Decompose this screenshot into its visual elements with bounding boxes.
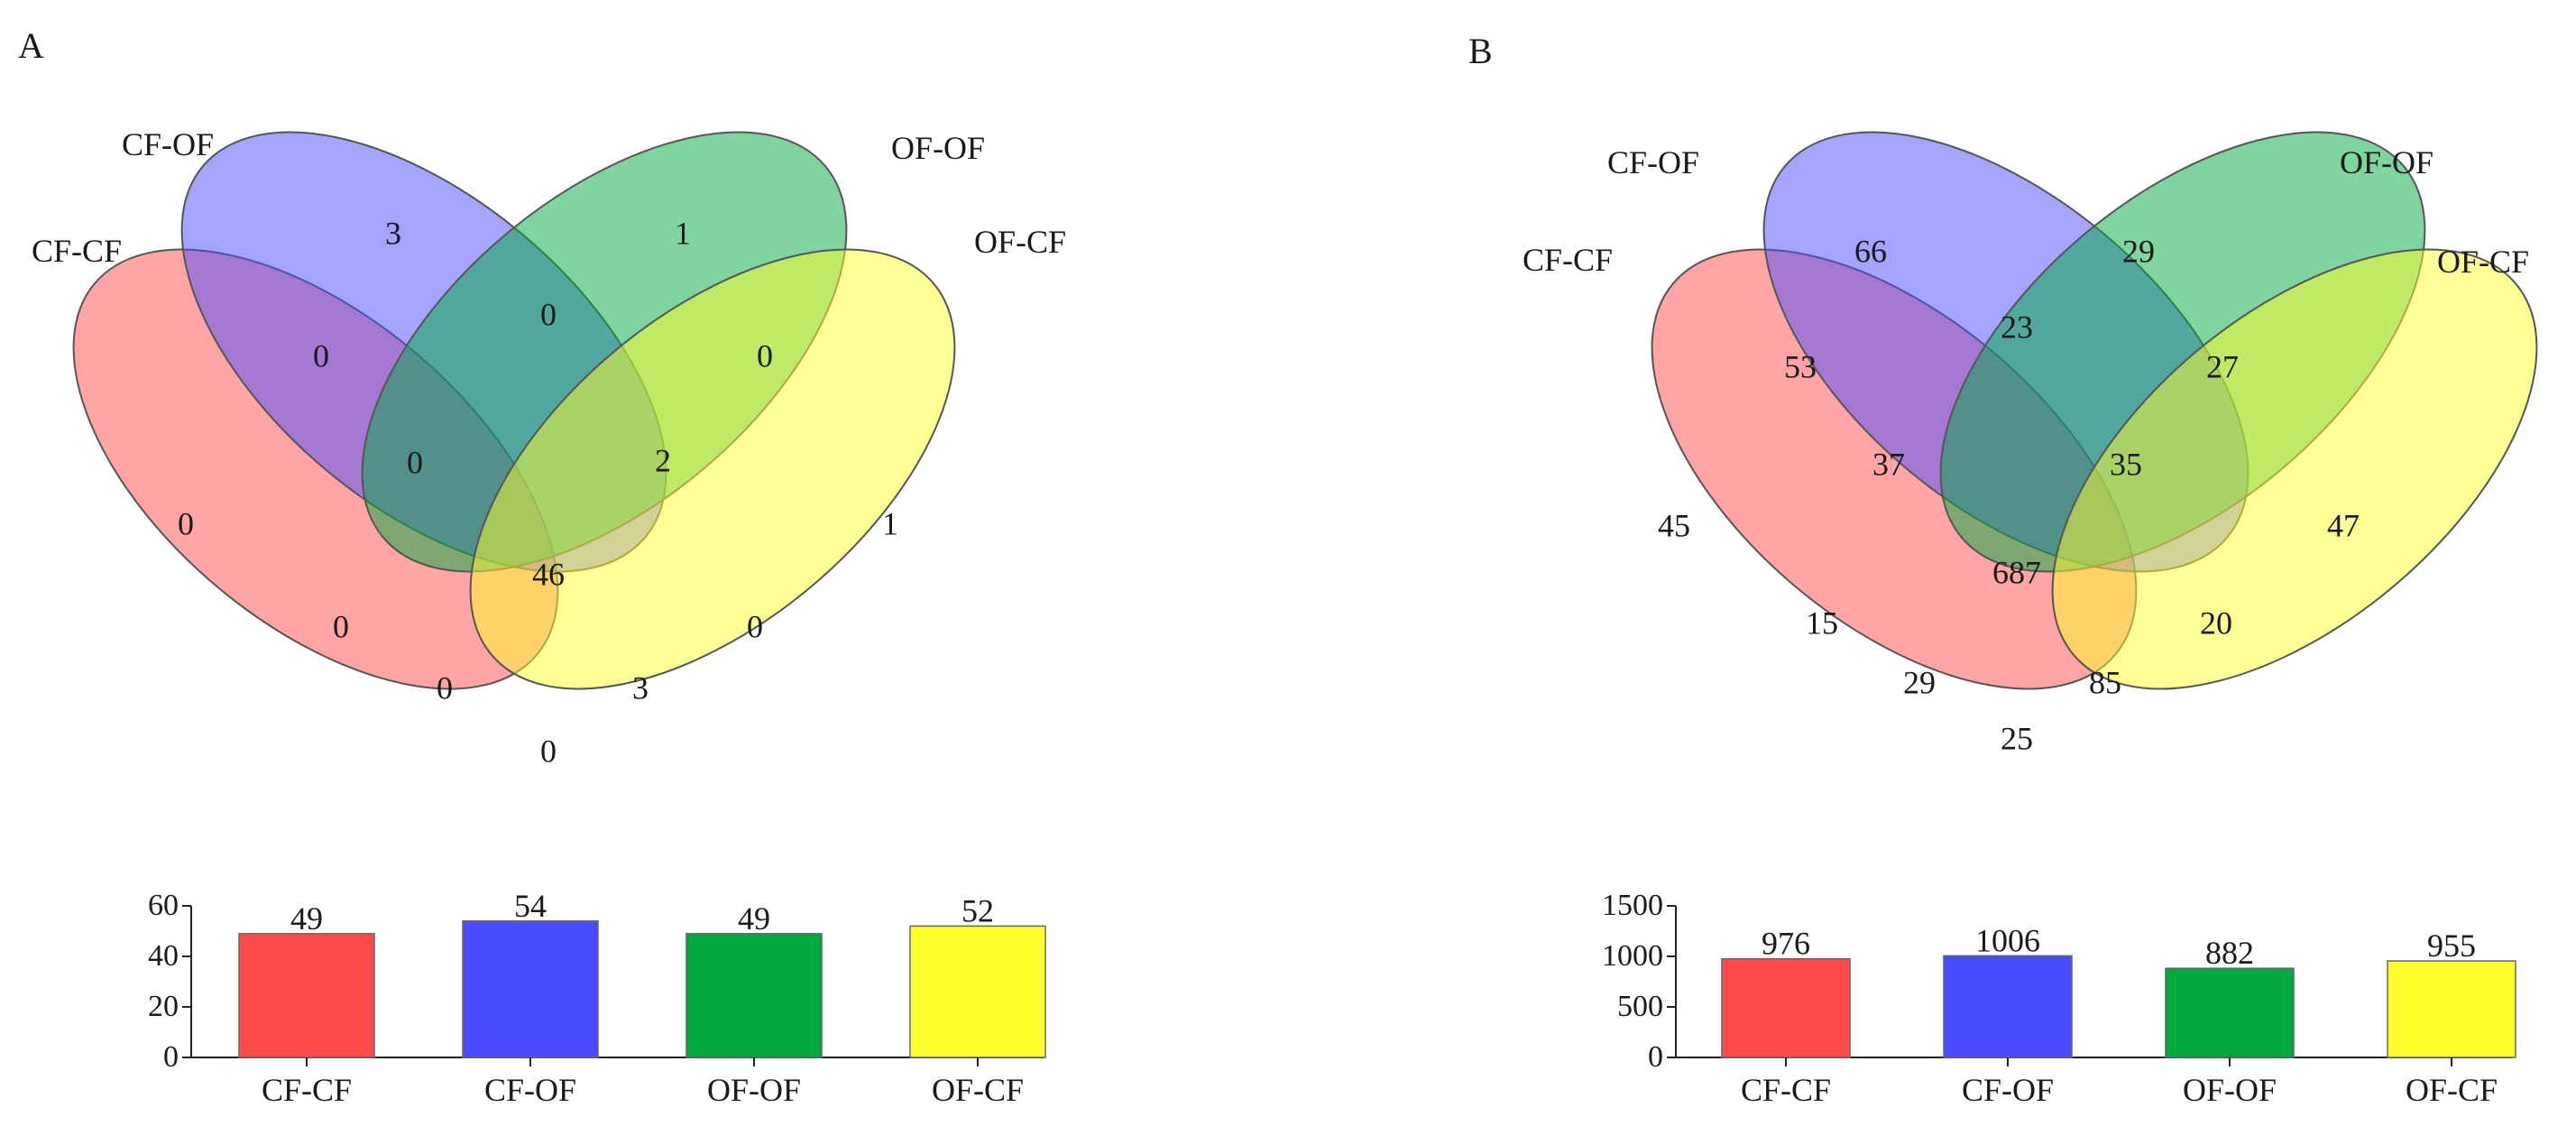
venn-a-region: 1 (882, 505, 898, 541)
y-tick-label: 60 (148, 889, 179, 922)
venn-b-region: 25 (2001, 720, 2033, 756)
venn-a-region: 0 (407, 444, 423, 480)
y-tick-label: 1500 (1602, 889, 1663, 922)
panel-a-label: A (18, 25, 44, 66)
venn-b-region: 687 (1992, 554, 2041, 590)
venn-a-label-cf-cf: CF-CF (32, 233, 122, 269)
bar (238, 933, 375, 1058)
venn-b-label-cf-of: CF-OF (1607, 144, 1699, 180)
venn-b-region: 47 (2327, 507, 2360, 543)
venn-a-label-of-cf: OF-CF (974, 224, 1066, 260)
x-tick-label: CF-OF (1962, 1072, 2054, 1108)
bar (462, 920, 599, 1058)
venn-a-region: 1 (675, 215, 691, 251)
bar (2165, 967, 2295, 1058)
bar-chart-a: 0 20 40 60 49 CF-CF 54 CF-OF 49 OF-OF 52 OF-CF (148, 888, 1046, 1108)
bar-value-label: 52 (961, 892, 994, 928)
x-tick-label: OF-OF (2183, 1072, 2277, 1108)
y-tick-label: 20 (148, 990, 179, 1023)
bar (909, 925, 1046, 1058)
venn-a-set-of-cf (469, 248, 956, 690)
bar-value-label: 49 (290, 900, 323, 937)
venn-a-region: 0 (747, 608, 763, 644)
venn-b-region: 20 (2200, 605, 2232, 641)
venn-a-region: 0 (333, 608, 349, 644)
x-tick-label: CF-OF (484, 1072, 576, 1108)
venn-b-region: 29 (2122, 233, 2155, 269)
venn-a-region: 2 (655, 442, 671, 478)
venn-b-set-of-cf (2051, 248, 2538, 690)
venn-a-region: 0 (313, 337, 329, 374)
venn-a-region: 0 (437, 669, 453, 706)
venn-b-region: 53 (1784, 348, 1817, 384)
venn-a-region: 0 (178, 505, 194, 541)
bar-value-label: 1006 (1975, 922, 2040, 958)
bar-value-label: 882 (2205, 935, 2254, 971)
venn-b-region: 85 (2089, 664, 2121, 700)
venn-a-region: 0 (540, 733, 557, 769)
bar (1943, 955, 2073, 1058)
venn-b-region: 27 (2206, 348, 2239, 384)
bar-value-label: 955 (2427, 928, 2476, 964)
x-tick-label: OF-CF (2406, 1072, 2498, 1108)
bar-chart-b: 0 500 1000 1500 976 CF-CF 1006 CF-OF 882 OF-OF 955… (1602, 889, 2516, 1108)
venn-a-label-cf-of: CF-OF (122, 126, 214, 162)
panel-b-label: B (1468, 31, 1493, 71)
venn-a-region: 0 (540, 296, 557, 332)
venn-b-region: 66 (1854, 233, 1887, 269)
venn-a-region: 3 (385, 215, 401, 251)
venn-b-region: 45 (1658, 507, 1690, 543)
bar-value-label: 976 (1762, 926, 1810, 962)
x-tick-label: OF-CF (932, 1072, 1024, 1108)
y-tick-label: 40 (148, 939, 179, 973)
venn-a-label-of-of: OF-OF (891, 130, 985, 166)
venn-b-region: 37 (1872, 446, 1905, 482)
y-tick-label: 0 (163, 1040, 179, 1074)
x-tick-label: CF-CF (1741, 1072, 1831, 1108)
venn-b-region: 29 (1903, 664, 1936, 700)
venn-a-region: 46 (532, 556, 565, 592)
venn-a-region: 3 (632, 669, 649, 706)
venn-b-region: 15 (1806, 605, 1838, 641)
venn-b-region: 23 (2001, 309, 2033, 345)
panel-b: B CF-CF CF-OF OF-OF OF-CF 66 29 23 53 27… (1468, 31, 2538, 1108)
venn-a: CF-CF CF-OF OF-OF OF-CF 3 1 0 0 0 0 0 2 … (32, 126, 1066, 769)
panel-a: A CF-CF CF-OF OF-OF OF-CF 3 1 0 0 0 0 0 … (18, 25, 1066, 1108)
x-tick-label: OF-OF (707, 1072, 801, 1108)
venn-b: CF-CF CF-OF OF-OF OF-CF 66 29 23 53 27 4… (1523, 131, 2538, 756)
y-tick-label: 0 (1648, 1040, 1663, 1074)
x-tick-label: CF-CF (262, 1072, 352, 1108)
venn-b-label-cf-cf: CF-CF (1523, 242, 1613, 278)
bar-value-label: 49 (738, 900, 770, 937)
venn-a-region: 0 (757, 337, 773, 374)
bar (685, 933, 823, 1058)
venn-b-label-of-cf: OF-CF (2437, 244, 2529, 280)
bar-value-label: 54 (514, 888, 547, 924)
bar (1721, 957, 1851, 1058)
y-tick-label: 500 (1617, 990, 1663, 1023)
venn-b-region: 35 (2110, 446, 2142, 482)
venn-b-label-of-of: OF-OF (2340, 144, 2433, 180)
y-tick-label: 1000 (1602, 939, 1663, 973)
bar (2387, 960, 2516, 1058)
